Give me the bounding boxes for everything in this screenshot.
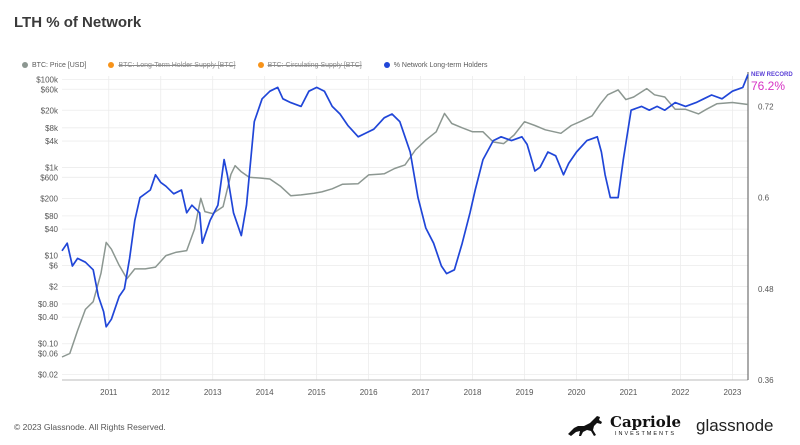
y-left-tick-label: $8k: [45, 124, 59, 133]
chart-title: LTH % of Network: [14, 14, 142, 31]
y-left-tick-label: $0.40: [38, 313, 59, 322]
legend-label: BTC: Circulating Supply [BTC]: [267, 61, 362, 69]
legend-label: BTC: Price [USD]: [32, 61, 87, 69]
x-tick-label: 2017: [412, 388, 430, 397]
legend-label: % Network Long-term Holders: [393, 61, 488, 69]
y-right-tick-label: 0.72: [758, 102, 774, 111]
y-right-tick-label: 0.48: [758, 285, 774, 294]
y-left-tick-label: $4k: [45, 137, 59, 146]
y-left-tick-label: $200: [40, 194, 58, 203]
record-value: 76.2%: [751, 79, 785, 93]
glassnode-logo: glassnode: [696, 416, 774, 435]
y-left-tick-label: $0.80: [38, 300, 59, 309]
horse-icon: [568, 416, 602, 436]
x-tick-label: 2015: [308, 388, 326, 397]
record-label: NEW RECORD: [751, 72, 793, 78]
copyright-text: © 2023 Glassnode. All Rights Reserved.: [14, 422, 166, 432]
x-tick-label: 2019: [516, 388, 534, 397]
x-tick-label: 2018: [464, 388, 482, 397]
legend-item-circulating-supply[interactable]: BTC: Circulating Supply [BTC]: [257, 61, 362, 69]
legend-dot-icon: [22, 62, 28, 68]
y-left-tick-label: $0.06: [38, 349, 59, 358]
y-left-tick-label: $6: [49, 261, 58, 270]
y-left-tick-label: $2: [49, 282, 58, 291]
capriole-subtitle: INVESTMENTS: [614, 430, 677, 437]
x-tick-label: 2012: [152, 388, 170, 397]
lth-percent-series-line: [61, 74, 749, 328]
y-left-tick-label: $1k: [45, 164, 59, 173]
legend: BTC: Price [USD] BTC: Long-Term Holder S…: [22, 58, 509, 72]
y-left-tick-label: $10: [45, 252, 59, 261]
y-left-tick-label: $80: [45, 212, 59, 221]
legend-dot-icon: [108, 62, 115, 68]
x-tick-label: 2023: [724, 388, 742, 397]
legend-item-lth-supply[interactable]: BTC: Long-Term Holder Supply [BTC]: [108, 61, 236, 69]
legend-item-lth-percent[interactable]: % Network Long-term Holders: [383, 61, 488, 69]
x-tick-label: 2022: [672, 388, 690, 397]
legend-label: BTC: Long-Term Holder Supply [BTC]: [118, 61, 236, 69]
capriole-logo: Capriole INVESTMENTS: [566, 414, 681, 438]
y-left-tick-label: $0.02: [38, 370, 59, 379]
capriole-name: Capriole: [610, 412, 681, 431]
y-right-tick-label: 0.36: [758, 376, 774, 385]
x-tick-label: 2014: [256, 388, 274, 397]
y-right-tick-label: 0.6: [758, 194, 770, 203]
y-left-tick-label: $60k: [41, 85, 59, 94]
legend-item-price[interactable]: BTC: Price [USD]: [22, 62, 86, 69]
legend-dot-icon: [257, 62, 264, 68]
x-tick-label: 2021: [620, 388, 638, 397]
x-tick-label: 2020: [568, 388, 586, 397]
y-left-tick-label: $600: [40, 173, 58, 182]
y-left-tick-label: $100k: [36, 75, 59, 84]
price-series-line: [61, 87, 749, 358]
x-tick-label: 2013: [204, 388, 222, 397]
y-left-tick-label: $20k: [41, 106, 59, 115]
x-tick-label: 2011: [100, 388, 118, 397]
legend-dot-icon: [383, 62, 390, 68]
y-left-tick-label: $0.10: [38, 340, 59, 349]
y-left-tick-label: $40: [45, 225, 59, 234]
x-tick-label: 2016: [360, 388, 378, 397]
